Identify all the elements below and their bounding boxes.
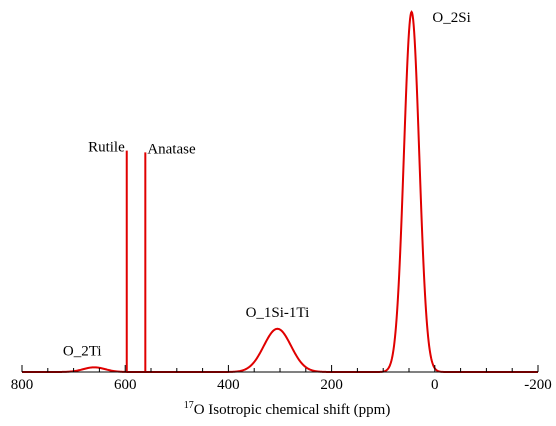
x-tick-label: 0 xyxy=(431,377,439,393)
annotation-labels: Rutile Anatase O_2Ti O_1Si-1Ti O_2Si xyxy=(63,10,471,359)
x-tick-label: 400 xyxy=(217,377,240,393)
label-peak-3: O_2Si xyxy=(432,10,470,26)
x-tick-label: -200 xyxy=(524,377,552,393)
x-axis: 800 600 400 200 0 -200 xyxy=(11,365,552,393)
x-axis-title-superscript: 17 xyxy=(184,400,194,411)
x-tick-label: 200 xyxy=(320,377,343,393)
reference-sticks xyxy=(125,150,147,372)
x-axis-title-element: O xyxy=(194,402,205,418)
x-tick-label: 800 xyxy=(11,377,34,393)
label-peak-1: O_2Ti xyxy=(63,343,102,359)
label-rutile: Rutile xyxy=(88,140,125,156)
x-axis-title: 17O Isotropic chemical shift (ppm) xyxy=(184,400,391,418)
x-axis-title-text: Isotropic chemical shift (ppm) xyxy=(208,402,390,418)
label-anatase: Anatase xyxy=(147,141,196,157)
label-peak-2: O_1Si-1Ti xyxy=(246,305,310,321)
x-tick-label: 600 xyxy=(114,377,137,393)
